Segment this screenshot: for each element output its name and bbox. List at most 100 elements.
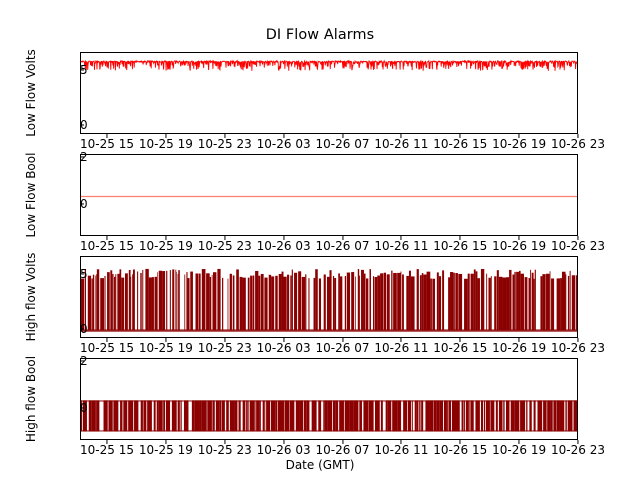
xtick-mark [283,338,285,342]
plot-area-high-flow-bool [81,359,577,439]
ytick-mark [80,360,84,362]
xtick-label: 10-26 03 [256,239,311,253]
xtick-label: 10-25 23 [197,239,252,253]
xtick-label: 10-25 15 [80,443,134,457]
xtick-label: 10-26 15 [433,239,488,253]
xtick-label: 10-26 23 [551,443,605,457]
ylabel-high-flow-volts: High flow Volts [24,252,38,342]
ytick-mark [80,407,84,409]
xtick-mark [577,440,579,444]
xtick-label: 10-25 15 [80,239,134,253]
xtick-label: 10-26 19 [492,341,547,355]
xtick-label: 10-26 07 [315,239,370,253]
plot-area-low-flow-bool [81,155,577,235]
xtick-label: 10-26 07 [315,137,370,151]
xtick-mark [224,440,226,444]
ytick-mark [80,273,84,275]
xtick-label: 10-26 03 [256,443,311,457]
plot-area-low-flow-volts [81,53,577,133]
xtick-mark [518,338,520,342]
xtick-mark [283,236,285,240]
xtick-label: 10-26 07 [315,341,370,355]
series-high-flow-bool [81,400,577,432]
xtick-mark [283,134,285,138]
xtick-mark [400,338,402,342]
xtick-label: 10-26 03 [256,341,311,355]
xtick-mark [518,134,520,138]
xtick-mark [577,338,579,342]
xtick-label: 10-26 19 [492,239,547,253]
xtick-mark [459,440,461,444]
ytick-mark [80,203,84,205]
xtick-mark [165,440,167,444]
xtick-mark [165,236,167,240]
xtick-mark [400,134,402,138]
xtick-label: 10-25 19 [138,341,193,355]
subplot-low-flow-bool [80,154,578,236]
xtick-label: 10-25 19 [138,239,193,253]
xtick-label: 10-26 11 [374,137,429,151]
xtick-label: 10-25 23 [197,443,252,457]
xtick-label: 10-26 23 [551,341,605,355]
ytick-mark [80,69,84,71]
xtick-label: 10-26 15 [433,137,488,151]
chart-title: DI Flow Alarms [265,27,375,43]
series-low-flow-volts [81,59,577,72]
subplot-high-flow-bool [80,358,578,440]
xtick-mark [165,134,167,138]
xtick-marks-1 [80,134,579,138]
xtick-label: 10-26 23 [551,239,605,253]
xtick-mark [341,134,344,138]
xtick-label: 10-26 11 [374,239,429,253]
xtick-mark [106,440,108,444]
series-low-flow-bool [81,195,577,198]
ytick-mark [80,124,84,126]
xtick-mark [577,134,579,138]
xtick-mark [400,236,402,240]
xtick-mark [459,236,461,240]
xtick-mark [341,338,344,342]
xtick-mark [518,440,520,444]
xtick-label: 10-26 19 [492,443,547,457]
ylabel-low-flow-bool: Low Flow Bool [24,152,38,238]
xtick-mark [518,236,520,240]
ytick-mark [80,328,84,330]
subplot-high-flow-volts [80,256,578,338]
xtick-mark [106,338,108,342]
xtick-marks-3 [80,338,579,342]
series-high-flow-volts [81,268,577,332]
xtick-label: 10-26 03 [256,137,311,151]
xtick-mark [224,338,226,342]
xtick-label: 10-25 15 [80,137,134,151]
xtick-label: 10-26 11 [374,443,429,457]
xtick-mark [224,134,226,138]
xtick-label: 10-26 11 [374,341,429,355]
xtick-mark [165,338,167,342]
subplot-low-flow-volts [80,52,578,134]
ylabel-low-flow-volts: Low Flow Volts [24,49,38,137]
xtick-mark [224,236,226,240]
xtick-label: 10-26 07 [315,443,370,457]
xtick-mark [283,440,285,444]
xtick-mark [106,236,108,240]
xtick-mark [400,440,402,444]
xtick-labels-1: 10-25 15 10-25 19 10-25 23 10-26 03 10-26 07… [80,137,605,153]
xtick-label: 10-26 19 [492,137,547,151]
xtick-mark [106,134,108,138]
xtick-label: 10-25 23 [197,137,252,151]
plot-area-high-flow-volts [81,257,577,337]
xtick-mark [341,440,344,444]
xtick-label: 10-25 23 [197,341,252,355]
xtick-labels-3: 10-25 15 10-25 19 10-25 23 10-26 03 10-26 07… [80,341,605,357]
xtick-labels-2: 10-25 15 10-25 19 10-25 23 10-26 03 10-26 07… [80,239,605,255]
ytick-mark [80,156,84,158]
xtick-mark [459,338,461,342]
xtick-mark [341,236,344,240]
ylabel-high-flow-bool: High flow Bool [24,355,38,443]
xtick-marks-4 [80,440,579,444]
xtick-label: 10-26 15 [433,443,488,457]
xtick-mark [577,236,579,240]
xtick-label: 10-25 19 [138,443,193,457]
xtick-label: 10-26 23 [551,137,605,151]
